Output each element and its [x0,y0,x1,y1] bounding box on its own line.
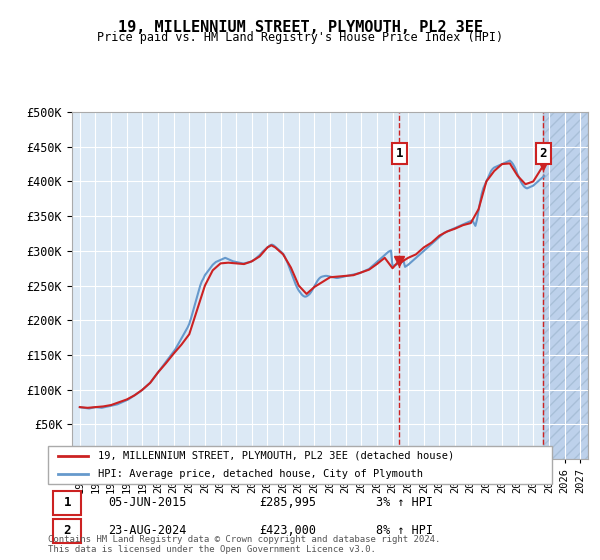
Text: 05-JUN-2015: 05-JUN-2015 [109,496,187,510]
Text: 23-AUG-2024: 23-AUG-2024 [109,524,187,538]
Text: 19, MILLENNIUM STREET, PLYMOUTH, PL2 3EE (detached house): 19, MILLENNIUM STREET, PLYMOUTH, PL2 3EE… [98,451,455,461]
Text: 19, MILLENNIUM STREET, PLYMOUTH, PL2 3EE: 19, MILLENNIUM STREET, PLYMOUTH, PL2 3EE [118,20,482,35]
Text: 8% ↑ HPI: 8% ↑ HPI [376,524,433,538]
Text: 3% ↑ HPI: 3% ↑ HPI [376,496,433,510]
FancyBboxPatch shape [53,519,81,543]
Text: 2: 2 [539,147,547,160]
Text: £285,995: £285,995 [260,496,317,510]
Bar [543,112,588,459]
FancyBboxPatch shape [53,491,81,515]
Text: 1: 1 [64,496,71,510]
FancyBboxPatch shape [48,446,552,484]
Text: £423,000: £423,000 [260,524,317,538]
Text: 2: 2 [64,524,71,538]
Text: 1: 1 [395,147,403,160]
Text: Price paid vs. HM Land Registry's House Price Index (HPI): Price paid vs. HM Land Registry's House … [97,31,503,44]
Text: Contains HM Land Registry data © Crown copyright and database right 2024.
This d: Contains HM Land Registry data © Crown c… [48,535,440,554]
Text: HPI: Average price, detached house, City of Plymouth: HPI: Average price, detached house, City… [98,469,424,479]
